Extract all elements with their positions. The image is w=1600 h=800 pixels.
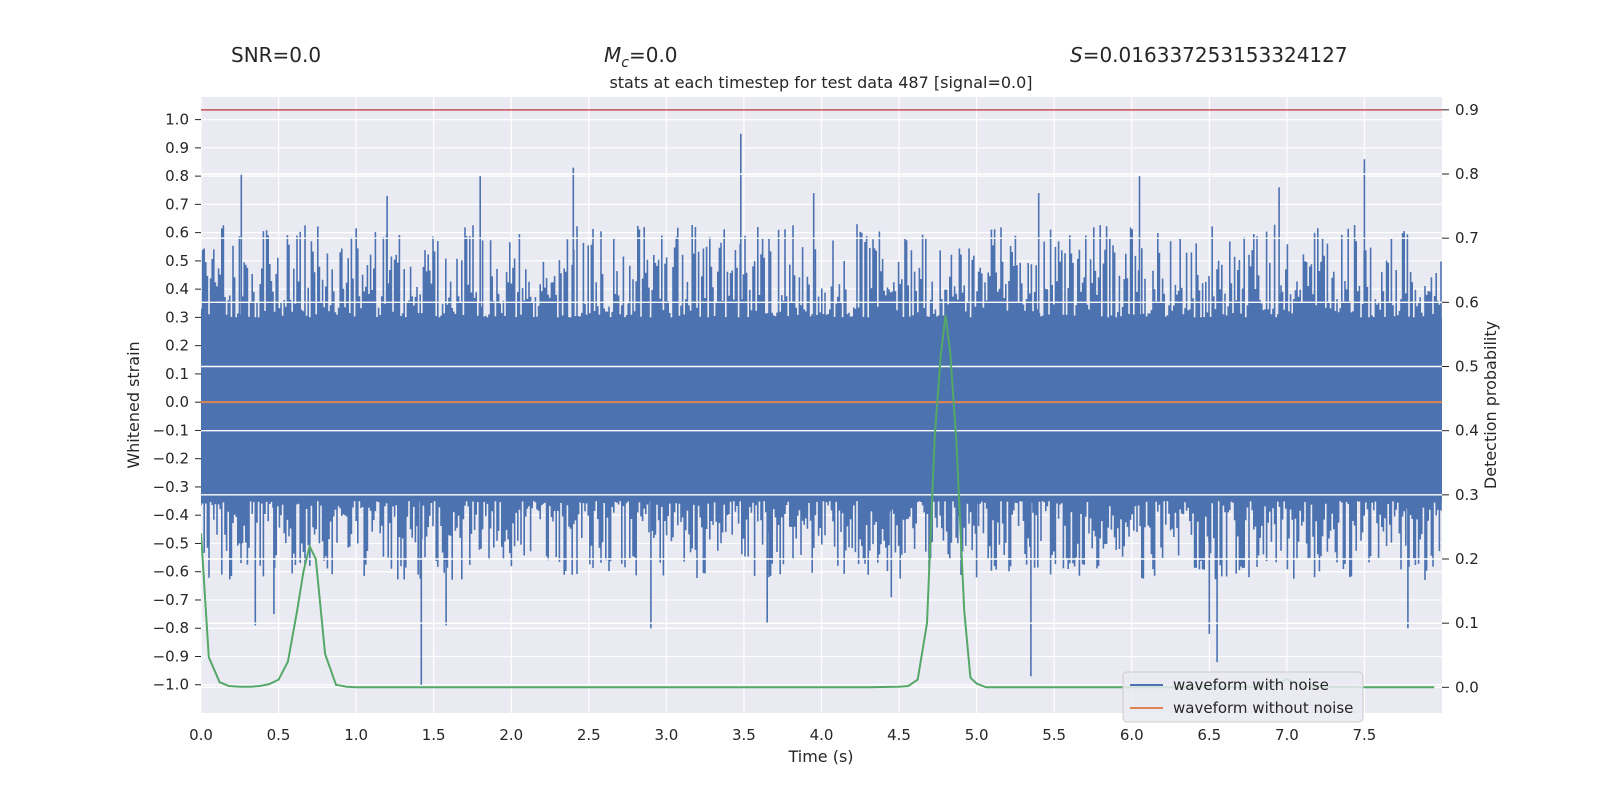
x-tick-label: 1.0 — [344, 726, 368, 744]
left-tick-label: 1.0 — [165, 111, 189, 129]
left-tick-label: −0.4 — [153, 506, 189, 524]
legend-box — [1122, 671, 1364, 723]
left-tick-label: −0.1 — [153, 421, 189, 439]
x-tick-label: 0.0 — [189, 726, 213, 744]
right-tick-label: 0.6 — [1455, 293, 1479, 311]
right-tick-label: 0.0 — [1455, 678, 1479, 696]
left-tick-label: −0.5 — [153, 534, 189, 552]
x-tick-label: 4.0 — [810, 726, 834, 744]
x-tick-label: 7.5 — [1353, 726, 1377, 744]
left-tick-label: 0.7 — [165, 195, 189, 213]
x-tick-label: 1.5 — [422, 726, 446, 744]
x-tick-label: 5.5 — [1042, 726, 1066, 744]
s-label: S=0.016337253153324127 — [1070, 43, 1348, 67]
x-tick-label: 2.0 — [499, 726, 523, 744]
x-tick-label: 6.0 — [1120, 726, 1144, 744]
right-tick-label: 0.9 — [1455, 101, 1479, 119]
legend: waveform with noise waveform without noi… — [1122, 671, 1364, 723]
chart-title: stats at each timestep for test data 487… — [609, 73, 1032, 92]
left-tick-label: 0.9 — [165, 139, 189, 157]
left-tick-label: −0.2 — [153, 450, 189, 468]
x-tick-label: 0.5 — [267, 726, 291, 744]
left-tick-label: 0.2 — [165, 337, 189, 355]
x-tick-label: 4.5 — [887, 726, 911, 744]
x-tick-label: 5.0 — [965, 726, 989, 744]
mc-label: Mc=0.0 — [604, 43, 678, 71]
legend-label-noise: waveform with noise — [1173, 676, 1329, 694]
right-tick-label: 0.2 — [1455, 550, 1479, 568]
right-tick-label: 0.1 — [1455, 614, 1479, 632]
x-axis-ticks: 0.0 0.5 1.0 1.5 2.0 2.5 3.0 3.5 4.0 4.5 5.0 5.5 6.0 6… — [189, 726, 1376, 744]
x-tick-label: 7.0 — [1275, 726, 1299, 744]
right-tick-label: 0.7 — [1455, 229, 1479, 247]
right-axis-label: Detection probability — [1481, 321, 1500, 489]
left-tick-label: 0.8 — [165, 167, 189, 185]
right-tick-label: 0.4 — [1455, 422, 1479, 440]
left-axis-label: Whitened strain — [124, 341, 143, 468]
right-axis-ticks: 0.9 0.8 0.7 0.6 0.5 0.4 0.3 0.2 0.1 0.0 — [1442, 101, 1479, 696]
left-tick-label: 0.0 — [165, 393, 189, 411]
left-tick-label: 0.1 — [165, 365, 189, 383]
left-tick-label: 0.5 — [165, 252, 189, 270]
x-tick-label: 3.5 — [732, 726, 756, 744]
left-tick-label: 0.6 — [165, 224, 189, 242]
left-tick-label: −0.9 — [153, 647, 189, 665]
x-tick-label: 2.5 — [577, 726, 601, 744]
left-tick-label: 0.3 — [165, 308, 189, 326]
snr-label: SNR=0.0 — [231, 43, 321, 67]
left-tick-label: −0.7 — [153, 591, 189, 609]
left-axis-ticks: 1.0 0.9 0.8 0.7 0.6 0.5 0.4 0.3 0.2 0.1 0.0 −0.1 −0.… — [153, 111, 201, 694]
probability-series-line — [201, 315, 1435, 689]
right-tick-label: 0.5 — [1455, 358, 1479, 376]
x-tick-label: 6.5 — [1197, 726, 1221, 744]
left-tick-label: −0.6 — [153, 563, 189, 581]
legend-label-clean: waveform without noise — [1173, 699, 1353, 717]
right-tick-label: 0.8 — [1455, 165, 1479, 183]
x-tick-label: 3.0 — [654, 726, 678, 744]
left-tick-label: −0.3 — [153, 478, 189, 496]
x-axis-label: Time (s) — [787, 747, 853, 766]
left-tick-label: −0.8 — [153, 619, 189, 637]
right-tick-label: 0.3 — [1455, 486, 1479, 504]
left-tick-label: −1.0 — [153, 676, 189, 694]
left-tick-label: 0.4 — [165, 280, 189, 298]
